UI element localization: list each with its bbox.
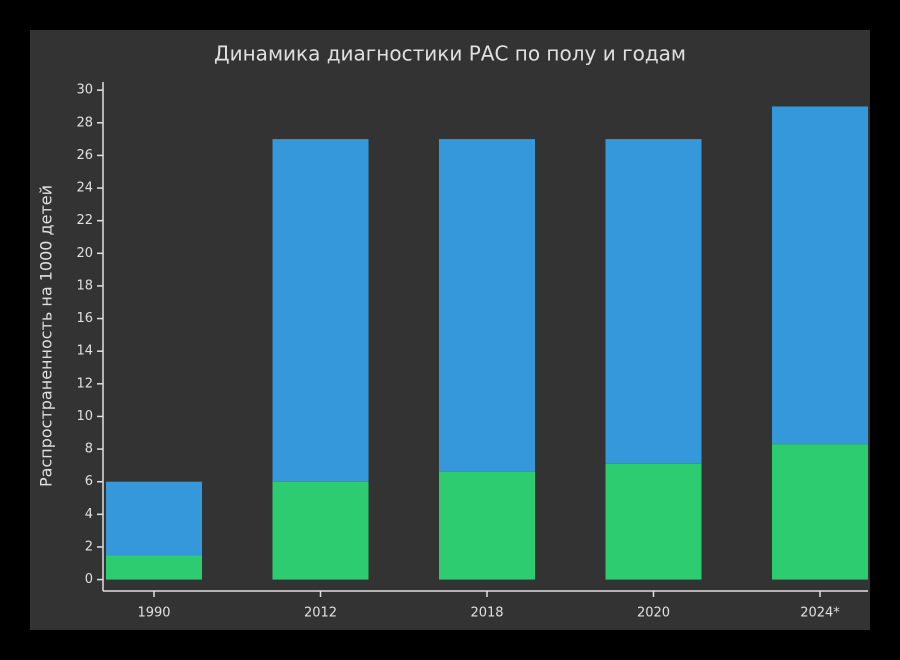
bar-segment	[772, 444, 868, 580]
y-tick-label: 30	[76, 83, 93, 98]
x-tick-label: 1990	[137, 606, 170, 621]
bar-segment	[439, 139, 535, 472]
y-tick-label: 4	[85, 507, 93, 522]
y-tick-label: 20	[76, 246, 93, 261]
chart-title: Динамика диагностики РАС по полу и годам	[214, 42, 686, 66]
y-tick-label: 28	[76, 115, 93, 130]
bar-segment	[272, 139, 369, 482]
y-tick-label: 2	[85, 539, 93, 554]
bar-segment	[106, 481, 202, 556]
y-tick-label: 16	[76, 311, 93, 326]
y-tick-label: 0	[85, 572, 93, 587]
y-tick-label: 10	[76, 409, 93, 424]
y-tick-label: 22	[76, 213, 93, 228]
y-tick-label: 14	[76, 344, 93, 359]
bar-segment	[605, 139, 702, 464]
x-tick-label: 2012	[304, 606, 337, 621]
bar-segment	[439, 471, 535, 580]
x-tick-label: 2024*	[800, 606, 840, 621]
x-tick-label: 2018	[470, 606, 503, 621]
y-tick-label: 12	[76, 376, 93, 391]
y-tick-label: 24	[76, 181, 93, 196]
bar-segment	[106, 555, 202, 580]
bar-segment	[272, 481, 369, 580]
y-tick-label: 18	[76, 278, 93, 293]
y-tick-label: 26	[76, 148, 93, 163]
y-tick-label: 8	[85, 442, 93, 457]
x-tick-label: 2020	[637, 606, 670, 621]
y-axis-label: Распространенность на 1000 детей	[37, 185, 56, 487]
y-tick-label: 6	[85, 474, 93, 489]
bar-segment	[772, 106, 868, 445]
bar-segment	[605, 463, 702, 580]
